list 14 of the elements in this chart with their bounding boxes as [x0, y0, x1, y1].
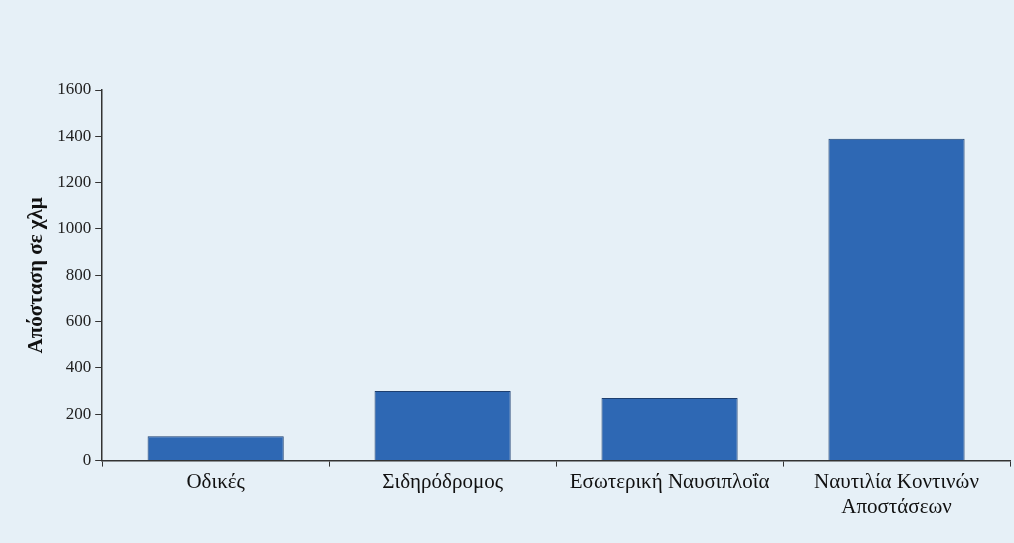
x-tick-label: Εσωτερική Ναυσιπλοΐα — [569, 468, 770, 493]
y-tick-label: 1400 — [57, 125, 92, 145]
y-tick-label: 800 — [65, 264, 92, 284]
y-tick-label: 1600 — [57, 79, 92, 99]
x-tick-label: Σιδηρόδρομος — [382, 468, 504, 493]
x-tick-label: Οδικές — [186, 468, 246, 493]
x-tick-label: Ναυτιλία Κοντινών Αποστάσεων — [814, 468, 979, 518]
y-tick-label: 1000 — [57, 218, 92, 238]
y-tick-label: 200 — [65, 403, 92, 423]
y-tick-label: 600 — [65, 311, 92, 331]
y-tick-label: 1200 — [57, 172, 92, 192]
y-tick-label: 400 — [65, 357, 92, 377]
y-tick-label: 0 — [82, 450, 92, 470]
y-axis-title: Απόσταση σε χλμ — [23, 197, 48, 354]
